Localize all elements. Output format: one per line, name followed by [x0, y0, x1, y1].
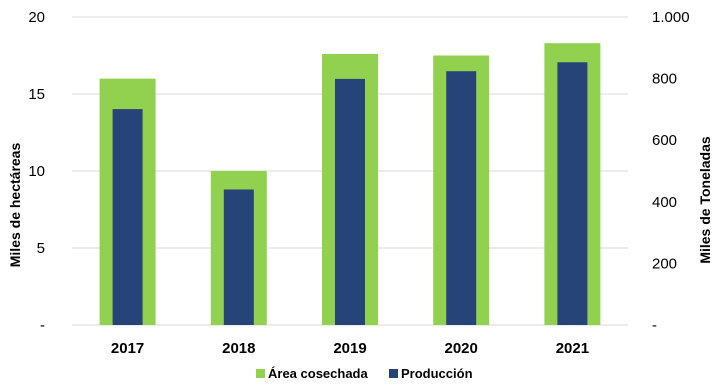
bar-production-2017	[113, 109, 143, 325]
x-tick-label: 2021	[556, 340, 589, 357]
y-axis-title: Miles de hectáreas	[7, 143, 23, 268]
bar-production-2018	[224, 189, 254, 325]
x-axis-labels: 2017 2018 2019 2020 2021	[111, 340, 589, 357]
left-axis-ticks: - 5 10 15 20	[28, 9, 45, 334]
y-tick-label: 5	[37, 240, 45, 257]
y-tick-label: 20	[28, 9, 45, 26]
y2-tick-label: 400	[652, 194, 677, 211]
legend-swatch-production	[389, 369, 398, 378]
y2-tick-label: 200	[652, 255, 677, 272]
y-tick-label: 15	[28, 86, 45, 103]
y2-tick-label: -	[652, 317, 657, 334]
legend-label-area: Área cosechada	[268, 366, 368, 381]
x-tick-label: 2020	[445, 340, 478, 357]
y2-axis-title: Miles de Toneladas	[697, 136, 713, 264]
y-tick-label: -	[40, 317, 45, 334]
y2-tick-label: 1.000	[652, 9, 690, 26]
y-tick-label: 10	[28, 163, 45, 180]
x-tick-label: 2017	[111, 340, 144, 357]
y2-tick-label: 800	[652, 71, 677, 88]
y2-tick-label: 600	[652, 132, 677, 149]
legend-swatch-area	[256, 369, 265, 378]
bar-production-2020	[446, 71, 476, 325]
bars	[100, 43, 601, 325]
x-tick-label: 2018	[222, 340, 255, 357]
bar-production-2021	[557, 62, 587, 325]
legend-label-production: Producción	[401, 366, 473, 381]
right-axis-ticks: - 200 400 600 800 1.000	[652, 9, 690, 334]
bar-production-2019	[335, 79, 365, 325]
x-tick-label: 2019	[333, 340, 366, 357]
legend: Área cosechada Producción	[256, 366, 473, 381]
